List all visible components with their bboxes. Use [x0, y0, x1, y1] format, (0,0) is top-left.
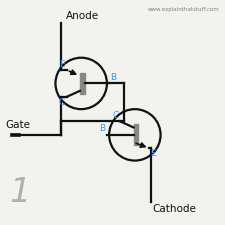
Text: E: E — [59, 60, 64, 69]
Text: Gate: Gate — [5, 120, 30, 130]
Bar — [133, 124, 138, 146]
Text: www.explainthatstuff.com: www.explainthatstuff.com — [148, 7, 220, 12]
Text: Cathode: Cathode — [153, 204, 197, 214]
Text: Anode: Anode — [65, 11, 99, 21]
Text: C: C — [113, 111, 119, 120]
Text: E: E — [151, 149, 156, 158]
Text: B: B — [110, 73, 116, 82]
Bar — [80, 73, 85, 94]
Text: B: B — [99, 124, 105, 133]
Text: C: C — [58, 98, 64, 107]
Text: 1: 1 — [10, 176, 31, 209]
